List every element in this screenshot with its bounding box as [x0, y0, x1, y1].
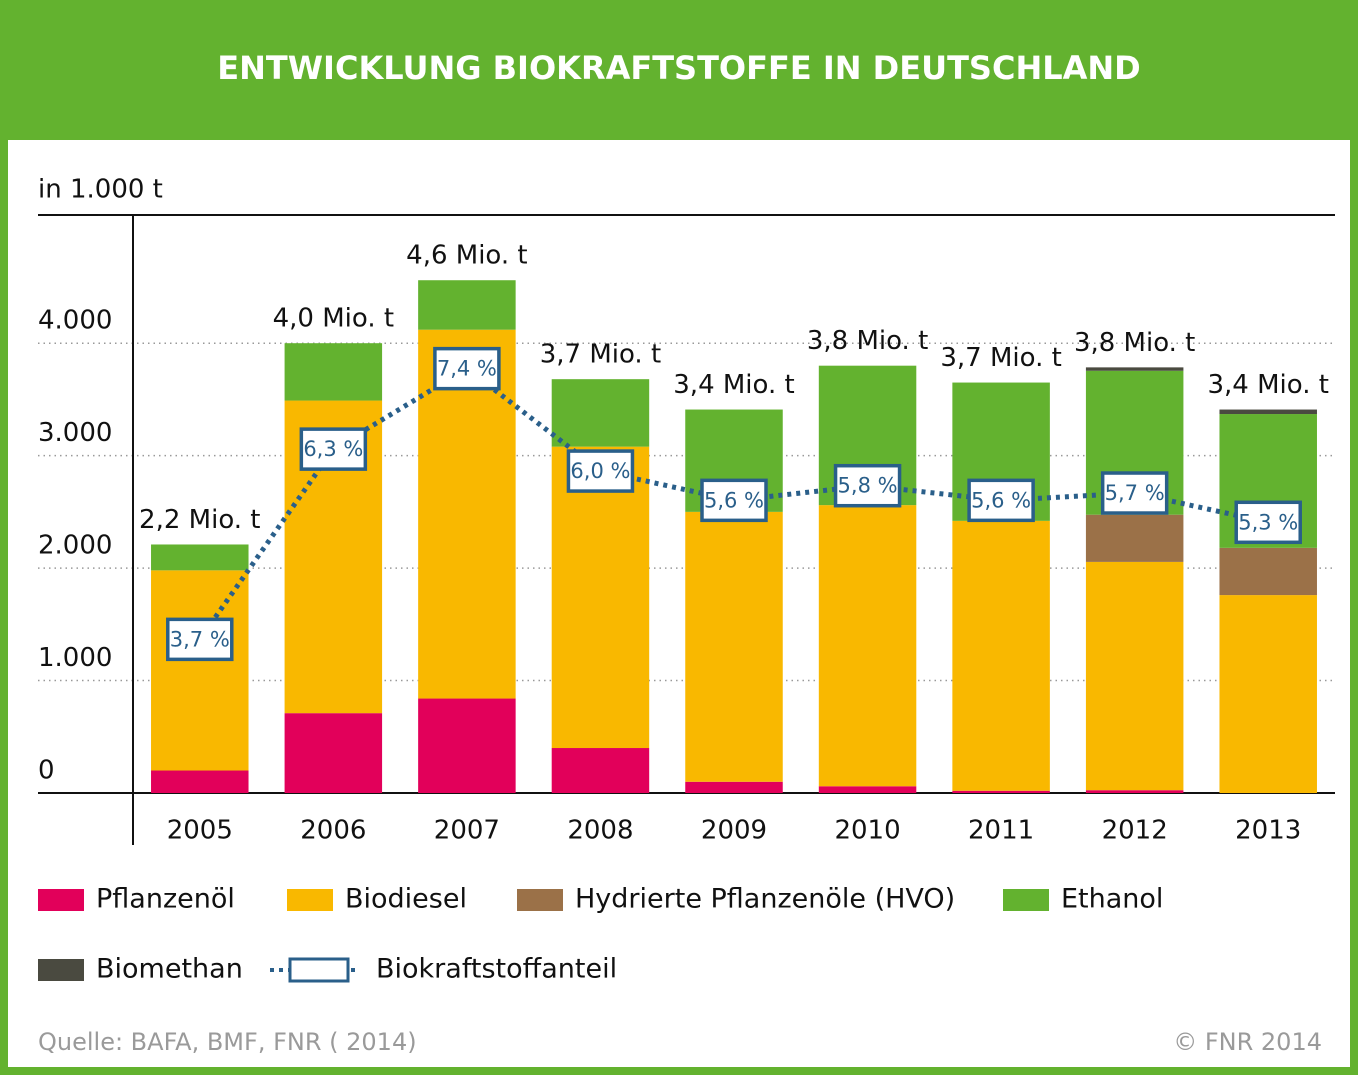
- bar-segment: [1085, 514, 1184, 562]
- total-label: 3,8 Mio. t: [807, 326, 928, 356]
- x-tick-label: 2006: [300, 816, 366, 846]
- legend-label: Pflanzenöl: [96, 884, 235, 915]
- share-box: [1234, 500, 1302, 545]
- bar-segment: [151, 570, 249, 771]
- bar-segment: [551, 748, 650, 793]
- source: Quelle: BAFA, BMF, FNR ( 2014): [38, 1028, 417, 1056]
- share-label: 6,3 %: [303, 437, 363, 461]
- share-box: [433, 346, 501, 391]
- y-tick-label: 0: [38, 756, 55, 786]
- share-box: [967, 478, 1035, 523]
- x-tick-label: 2010: [834, 816, 900, 846]
- y-tick-label: 2.000: [38, 531, 112, 561]
- legend-box: [288, 957, 350, 983]
- copyright: © FNR 2014: [1173, 1028, 1322, 1056]
- x-tick-label: 2007: [434, 816, 500, 846]
- share-box: [833, 463, 902, 508]
- y-tick-label: 1.000: [38, 643, 112, 673]
- x-tick-label: 2009: [701, 816, 767, 846]
- chart-title: ENTWICKLUNG BIOKRAFTSTOFFE IN DEUTSCHLAN…: [217, 49, 1140, 87]
- bar-segment: [151, 770, 249, 793]
- legend-label: Biodiesel: [345, 884, 467, 915]
- bar-segment: [418, 329, 516, 699]
- bar-segment: [418, 698, 516, 793]
- total-label: 3,8 Mio. t: [1074, 328, 1195, 358]
- bar-segment: [685, 511, 783, 782]
- legend-label: Biomethan: [96, 954, 243, 985]
- share-box: [299, 427, 368, 471]
- legend-swatch: [1003, 889, 1049, 911]
- y-tick-label: 3.000: [38, 418, 112, 448]
- share-label: 3,7 %: [170, 627, 230, 651]
- share-box: [566, 449, 635, 493]
- legend-swatch: [38, 959, 84, 981]
- x-tick-label: 2005: [167, 816, 233, 846]
- bar-segment: [952, 790, 1050, 793]
- share-box: [1100, 471, 1169, 515]
- legend-label: Biokraftstoffanteil: [376, 954, 617, 985]
- legend-swatch: [38, 889, 84, 911]
- share-box: [700, 478, 768, 523]
- bar-segment: [151, 544, 249, 571]
- share-label: 7,4 %: [437, 357, 497, 381]
- bar-segment: [1219, 547, 1317, 596]
- share-label: 5,6 %: [704, 488, 764, 512]
- bar-segment: [284, 713, 383, 793]
- bar-segment: [284, 343, 383, 401]
- bar-segment: [1219, 409, 1317, 415]
- bar-segment: [1085, 367, 1184, 371]
- bar-segment: [1219, 595, 1317, 793]
- bar-segment: [1085, 790, 1184, 793]
- total-label: 4,6 Mio. t: [406, 241, 527, 271]
- x-tick-label: 2008: [567, 816, 633, 846]
- total-label: 3,4 Mio. t: [1207, 370, 1328, 400]
- share-label: 5,6 %: [971, 488, 1031, 512]
- y-tick-label: 4.000: [38, 306, 112, 336]
- share-box: [166, 617, 234, 662]
- bar-segment: [418, 280, 516, 330]
- x-tick-label: 2011: [968, 816, 1034, 846]
- bar-segment: [952, 520, 1050, 791]
- total-label: 3,7 Mio. t: [940, 343, 1061, 373]
- bar-segment: [818, 505, 917, 787]
- x-tick-label: 2013: [1235, 816, 1301, 846]
- share-label: 5,8 %: [838, 474, 898, 498]
- bar-segment: [685, 781, 783, 793]
- share-label: 5,3 %: [1238, 510, 1298, 534]
- bar-segment: [551, 446, 650, 749]
- legend-swatch: [287, 889, 333, 911]
- total-label: 2,2 Mio. t: [139, 505, 260, 535]
- bar-segment: [551, 379, 650, 447]
- bar-segment: [1085, 561, 1184, 791]
- total-label: 3,4 Mio. t: [673, 370, 794, 400]
- legend-label: Ethanol: [1061, 884, 1163, 915]
- bar-segment: [818, 786, 917, 793]
- share-label: 5,7 %: [1105, 481, 1165, 505]
- axis-label: in 1.000 t: [38, 175, 163, 205]
- total-label: 4,0 Mio. t: [273, 304, 394, 334]
- legend-swatch: [517, 889, 563, 911]
- x-tick-label: 2012: [1102, 816, 1168, 846]
- legend-label: Hydrierte Pflanzenöle (HVO): [575, 884, 955, 915]
- total-label: 3,7 Mio. t: [540, 340, 661, 370]
- share-label: 6,0 %: [570, 459, 630, 483]
